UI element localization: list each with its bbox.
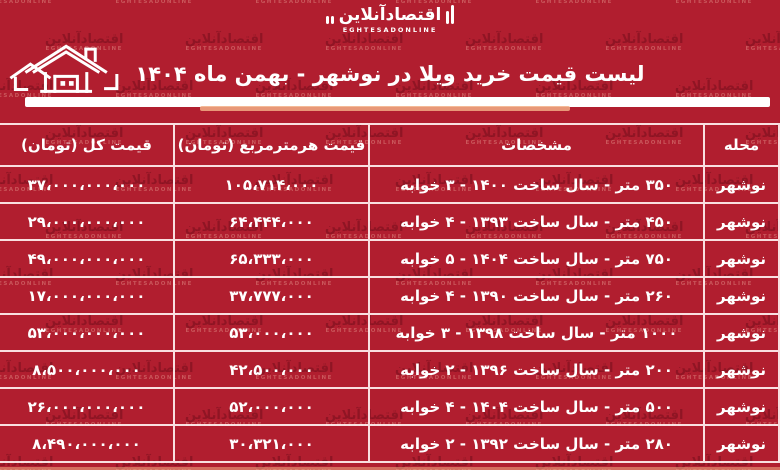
cell-neighborhood: نوشهر — [703, 426, 780, 463]
site-logo: اقتصادآنلاین EGHTESADONLINE — [0, 5, 780, 34]
cell-total-price: ۸،۴۹۰،۰۰۰،۰۰۰ — [0, 426, 173, 463]
cell-total-price: ۵۳،۰۰۰،۰۰۰،۰۰۰ — [0, 315, 173, 352]
cell-neighborhood: نوشهر — [703, 352, 780, 389]
cell-total-price: ۴۹،۰۰۰،۰۰۰،۰۰۰ — [0, 241, 173, 278]
cell-specs: ۲۶۰ متر - سال ساخت ۱۳۹۰ - ۴ خوابه — [368, 278, 703, 315]
accent-underline — [200, 106, 570, 111]
cell-price-per-meter: ۱۰۵،۷۱۴،۰۰۰ — [173, 167, 368, 204]
cell-price-per-meter: ۵۳،۰۰۰،۰۰۰ — [173, 315, 368, 352]
logo-farsi-text: اقتصادآنلاین — [338, 5, 442, 25]
cell-neighborhood: نوشهر — [703, 241, 780, 278]
cell-total-price: ۸،۵۰۰،۰۰۰،۰۰۰ — [0, 352, 173, 389]
cell-price-per-meter: ۶۵،۳۳۳،۰۰۰ — [173, 241, 368, 278]
divider-bar — [25, 97, 770, 107]
logo-bars-small-icon — [325, 16, 334, 24]
bottom-accent-line — [0, 467, 780, 470]
cell-neighborhood: نوشهر — [703, 315, 780, 352]
logo-bars-icon — [446, 5, 455, 24]
cell-price-per-meter: ۳۰،۳۲۱،۰۰۰ — [173, 426, 368, 463]
cell-neighborhood: نوشهر — [703, 389, 780, 426]
cell-price-per-meter: ۴۲،۵۰۰،۰۰۰ — [173, 352, 368, 389]
price-table: محله مشخصات قیمت هرمترمربع (تومان) قیمت … — [0, 123, 780, 463]
cell-specs: ۷۵۰ متر - سال ساخت ۱۴۰۴ - ۵ خوابه — [368, 241, 703, 278]
cell-price-per-meter: ۶۴،۴۴۴،۰۰۰ — [173, 204, 368, 241]
cell-neighborhood: نوشهر — [703, 167, 780, 204]
column-header-specs: مشخصات — [368, 125, 703, 167]
cell-neighborhood: نوشهر — [703, 204, 780, 241]
column-header-price-per-meter: قیمت هرمترمربع (تومان) — [173, 125, 368, 167]
column-header-mahalleh: محله — [703, 125, 780, 167]
cell-price-per-meter: ۳۷،۷۷۷،۰۰۰ — [173, 278, 368, 315]
cell-total-price: ۳۷،۰۰۰،۰۰۰،۰۰۰ — [0, 167, 173, 204]
cell-total-price: ۲۶،۰۰۰،۰۰۰،۰۰۰ — [0, 389, 173, 426]
cell-neighborhood: نوشهر — [703, 278, 780, 315]
cell-total-price: ۲۹،۰۰۰،۰۰۰،۰۰۰ — [0, 204, 173, 241]
cell-specs: ۱۰۰۰ متر - سال ساخت ۱۳۹۸ - ۳ خوابه — [368, 315, 703, 352]
cell-specs: ۳۵۰ متر - سال ساخت ۱۴۰۰ - ۳ خوابه — [368, 167, 703, 204]
cell-specs: ۴۵۰ متر - سال ساخت ۱۳۹۳ - ۴ خوابه — [368, 204, 703, 241]
cell-specs: ۲۸۰ متر - سال ساخت ۱۳۹۲ - ۲ خوابه — [368, 426, 703, 463]
cell-specs: ۵۰۰ متر - سال ساخت ۱۴۰۴ - ۴ خوابه — [368, 389, 703, 426]
villa-house-icon — [6, 37, 130, 101]
column-header-total-price: قیمت کل (تومان) — [0, 125, 173, 167]
logo-english-text: EGHTESADONLINE — [342, 26, 438, 34]
page-title: لیست قیمت خرید ویلا در نوشهر - بهمن ماه … — [135, 62, 645, 86]
cell-price-per-meter: ۵۲،۰۰۰،۰۰۰ — [173, 389, 368, 426]
cell-specs: ۲۰۰ متر - سال ساخت ۱۳۹۶ - ۲ خوابه — [368, 352, 703, 389]
cell-total-price: ۱۷،۰۰۰،۰۰۰،۰۰۰ — [0, 278, 173, 315]
